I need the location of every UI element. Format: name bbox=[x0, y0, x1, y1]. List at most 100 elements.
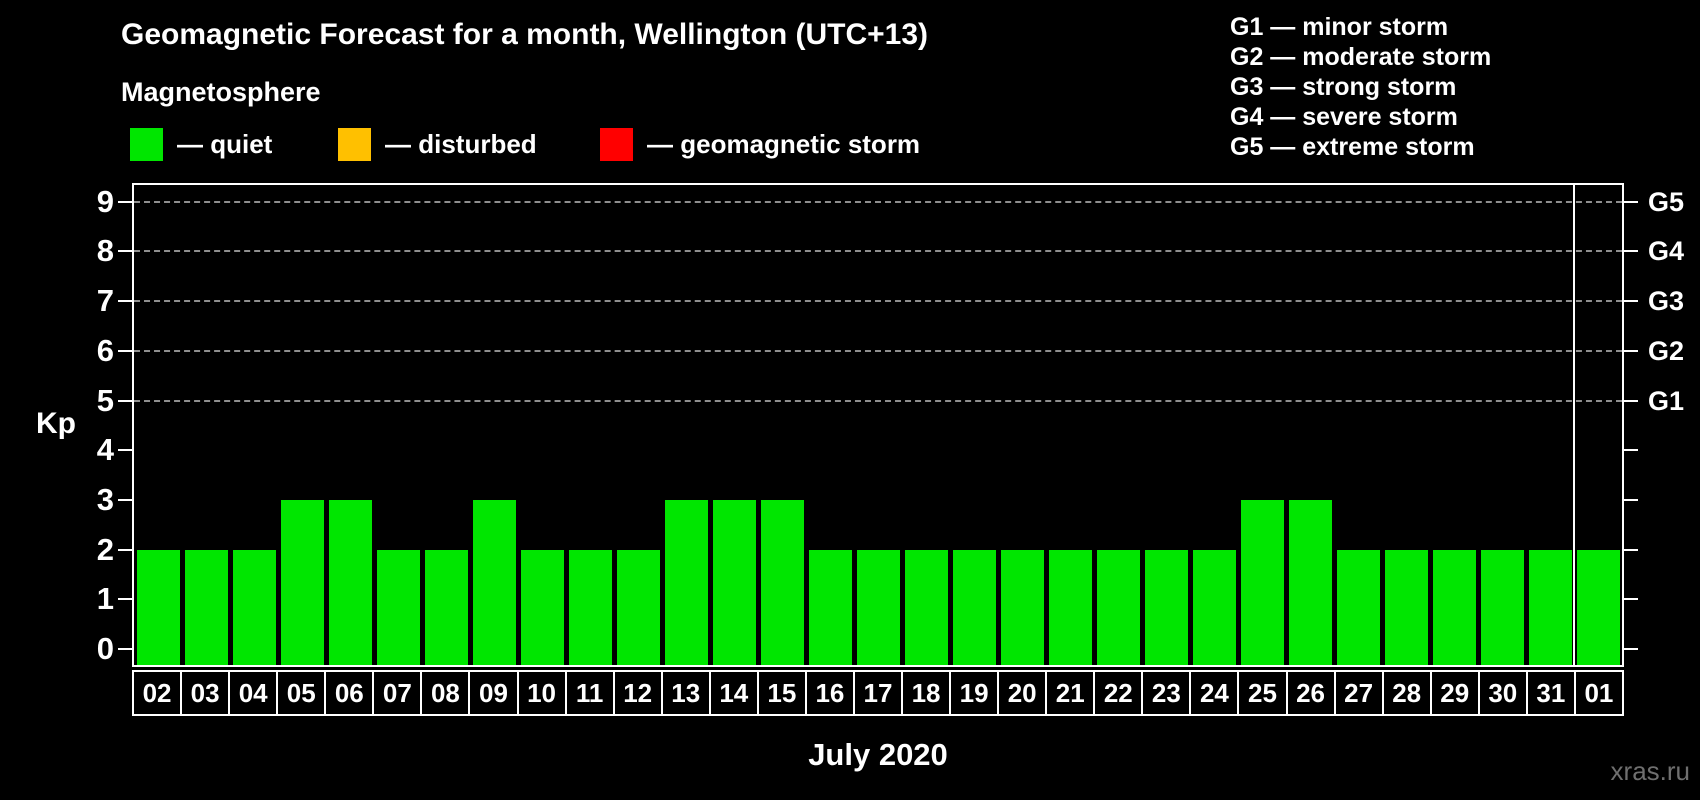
y-axis-tick-left-1 bbox=[118, 598, 132, 601]
day-label-27: 27 bbox=[1333, 670, 1384, 716]
kp-bar-day-29 bbox=[1432, 549, 1476, 665]
day-label-06: 06 bbox=[324, 670, 375, 716]
y-axis-tick-right-8 bbox=[1624, 250, 1638, 253]
kp-bar-day-31 bbox=[1528, 549, 1572, 665]
legend-label-geomagnetic-storm: — geomagnetic storm bbox=[647, 129, 921, 159]
day-label-01: 01 bbox=[1573, 670, 1624, 716]
right-axis-label-g2: G2 bbox=[1648, 335, 1685, 366]
day-label-19: 19 bbox=[949, 670, 1000, 716]
gridline-kp-6 bbox=[134, 349, 1622, 352]
kp-bar-day-23 bbox=[1144, 549, 1188, 665]
day-label-22: 22 bbox=[1093, 670, 1144, 716]
y-axis-tick-label-6: 6 bbox=[96, 332, 114, 368]
kp-bar-day-26 bbox=[1288, 499, 1332, 665]
day-label-18: 18 bbox=[901, 670, 952, 716]
y-axis-tick-left-8 bbox=[118, 250, 132, 253]
y-axis-tick-right-7 bbox=[1624, 300, 1638, 303]
kp-bar-day-24 bbox=[1192, 549, 1236, 665]
right-axis-label-g3: G3 bbox=[1648, 286, 1685, 317]
kp-bar-day-21 bbox=[1048, 549, 1092, 665]
kp-bar-day-09 bbox=[472, 499, 516, 665]
day-label-15: 15 bbox=[756, 670, 807, 716]
kp-bar-day-10 bbox=[520, 549, 564, 665]
day-label-05: 05 bbox=[276, 670, 327, 716]
month-separator-line bbox=[1573, 185, 1575, 665]
day-label-25: 25 bbox=[1237, 670, 1288, 716]
kp-bar-day-28 bbox=[1384, 549, 1428, 665]
kp-bar-day-22 bbox=[1096, 549, 1140, 665]
day-label-26: 26 bbox=[1285, 670, 1336, 716]
kp-bar-day-20 bbox=[1000, 549, 1044, 665]
legend-label-disturbed: — disturbed bbox=[385, 129, 537, 159]
y-axis-tick-left-9 bbox=[118, 200, 132, 203]
day-label-08: 08 bbox=[420, 670, 471, 716]
day-label-14: 14 bbox=[708, 670, 759, 716]
storm-scale-line-g3: G3 — strong storm bbox=[1230, 73, 1457, 101]
day-label-23: 23 bbox=[1141, 670, 1192, 716]
kp-bar-day-12 bbox=[616, 549, 660, 665]
legend-item-geomagnetic-storm: — geomagnetic storm bbox=[600, 128, 920, 161]
right-axis-label-g1: G1 bbox=[1648, 385, 1685, 416]
y-axis-tick-label-9: 9 bbox=[96, 183, 114, 219]
y-axis-tick-right-3 bbox=[1624, 498, 1638, 501]
watermark: xras.ru bbox=[1610, 756, 1690, 786]
day-label-09: 09 bbox=[468, 670, 519, 716]
legend-label-quiet: — quiet bbox=[177, 129, 273, 159]
chart-title: Geomagnetic Forecast for a month, Wellin… bbox=[121, 18, 929, 51]
kp-bar-day-05 bbox=[280, 499, 324, 665]
legend-item-quiet: — quiet bbox=[130, 128, 272, 161]
y-axis-tick-label-0: 0 bbox=[96, 631, 114, 666]
kp-bar-day-30 bbox=[1480, 549, 1524, 665]
kp-bar-day-06 bbox=[328, 499, 372, 665]
day-label-29: 29 bbox=[1429, 670, 1480, 716]
y-axis-tick-left-5 bbox=[118, 399, 132, 402]
day-label-10: 10 bbox=[516, 670, 567, 716]
day-label-11: 11 bbox=[564, 670, 615, 716]
y-axis-tick-right-0 bbox=[1624, 648, 1638, 650]
kp-bar-day-16 bbox=[808, 549, 852, 665]
kp-bar-day-02 bbox=[136, 549, 180, 665]
day-label-17: 17 bbox=[852, 670, 903, 716]
right-axis-label-g4: G4 bbox=[1648, 236, 1685, 267]
kp-bar-day-04 bbox=[232, 549, 276, 665]
kp-bar-day-03 bbox=[184, 549, 228, 665]
day-label-16: 16 bbox=[804, 670, 855, 716]
day-label-03: 03 bbox=[180, 670, 231, 716]
y-axis-tick-right-5 bbox=[1624, 399, 1638, 402]
kp-bar-day-17 bbox=[856, 549, 900, 665]
kp-bar-day-15 bbox=[760, 499, 804, 665]
y-axis-tick-label-1: 1 bbox=[96, 581, 114, 617]
day-label-28: 28 bbox=[1381, 670, 1432, 716]
legend-item-disturbed: — disturbed bbox=[338, 128, 537, 161]
gridline-kp-8 bbox=[134, 250, 1622, 253]
y-axis-title: Kp bbox=[36, 407, 76, 440]
kp-bar-day-08 bbox=[424, 549, 468, 665]
right-axis-label-g5: G5 bbox=[1648, 186, 1685, 217]
y-axis-tick-label-8: 8 bbox=[96, 233, 114, 269]
y-axis-tick-left-7 bbox=[118, 300, 132, 303]
day-label-30: 30 bbox=[1477, 670, 1528, 716]
y-axis-tick-left-0 bbox=[118, 648, 132, 650]
day-label-07: 07 bbox=[372, 670, 423, 716]
y-axis-tick-right-4 bbox=[1624, 449, 1638, 452]
y-axis-tick-left-3 bbox=[118, 498, 132, 501]
kp-bar-chart-plot-area bbox=[132, 183, 1624, 667]
day-label-13: 13 bbox=[660, 670, 711, 716]
y-axis-tick-right-9 bbox=[1624, 200, 1638, 203]
storm-scale-line-g4: G4 — severe storm bbox=[1230, 103, 1458, 131]
y-axis-tick-left-4 bbox=[118, 449, 132, 452]
day-label-20: 20 bbox=[997, 670, 1048, 716]
y-axis-tick-right-2 bbox=[1624, 548, 1638, 551]
kp-bar-day-11 bbox=[568, 549, 612, 665]
x-axis-title: July 2020 bbox=[808, 737, 948, 772]
kp-bar-day-19 bbox=[952, 549, 996, 665]
kp-bar-day-18 bbox=[904, 549, 948, 665]
y-axis-tick-right-1 bbox=[1624, 598, 1638, 601]
day-label-31: 31 bbox=[1525, 670, 1576, 716]
storm-scale-line-g1: G1 — minor storm bbox=[1230, 13, 1449, 41]
y-axis-tick-label-3: 3 bbox=[96, 481, 114, 517]
legend-swatch-disturbed bbox=[338, 128, 371, 161]
day-label-04: 04 bbox=[228, 670, 279, 716]
y-axis-tick-label-7: 7 bbox=[96, 283, 114, 319]
y-axis-tick-left-2 bbox=[118, 548, 132, 551]
